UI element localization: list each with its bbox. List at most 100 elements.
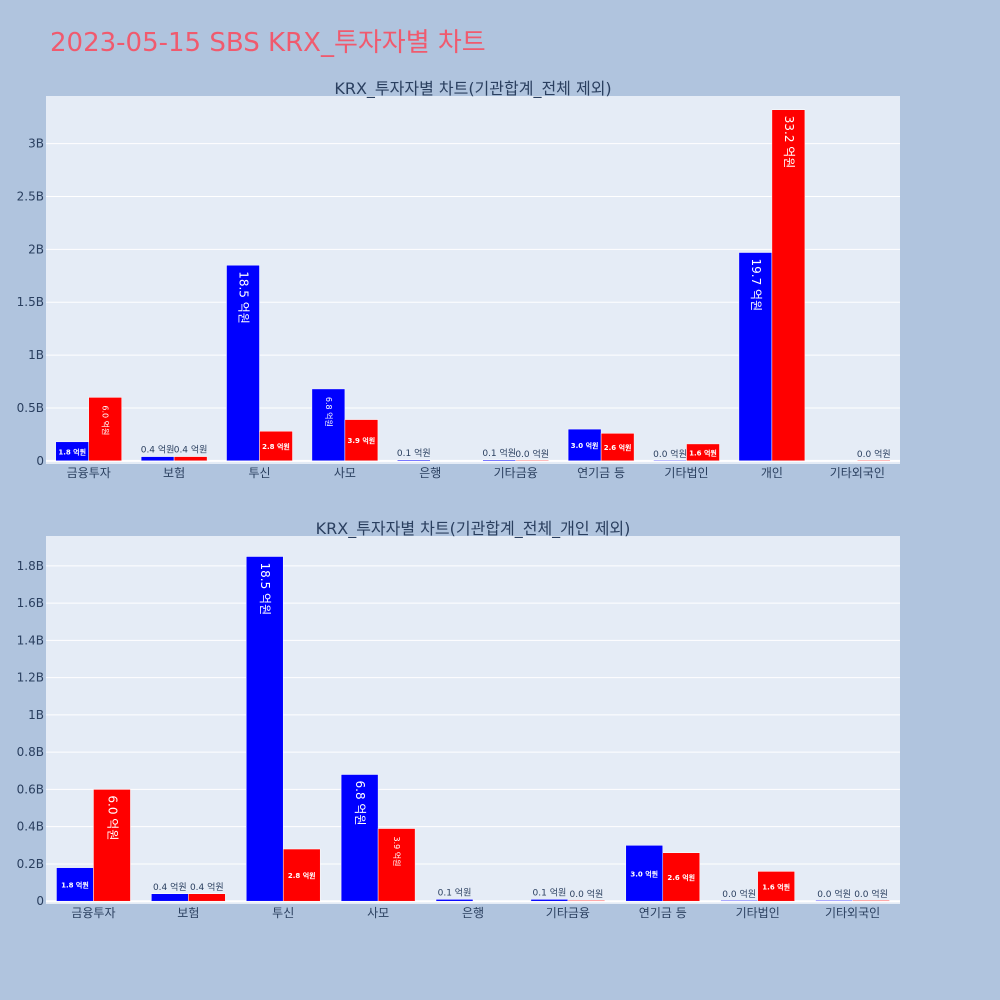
bar xyxy=(662,852,701,902)
bar xyxy=(435,899,474,902)
data-label: 0.0 억원 xyxy=(817,888,851,900)
page-title: 2023-05-15 SBS KRX_투자자별 차트 xyxy=(50,28,486,58)
y-tick-label: 1.8B xyxy=(17,559,44,573)
x-tick-label: 기타금융 xyxy=(494,466,538,480)
y-tick-label: 2.5B xyxy=(17,189,44,203)
data-label: 0.0 억원 xyxy=(653,448,687,460)
data-label: 0.0 억원 xyxy=(570,888,604,900)
chart-title: KRX_투자자별 차트(기관합계_전체_개인 제외) xyxy=(316,519,631,539)
bar xyxy=(188,893,226,902)
bar xyxy=(530,899,569,902)
data-label: 0.4 억원 xyxy=(190,881,224,893)
bar xyxy=(686,443,720,462)
x-tick-label: 사모 xyxy=(334,466,356,480)
x-tick-label: 은행 xyxy=(462,905,484,920)
y-tick-label: 0.5B xyxy=(17,401,44,415)
data-label: 1.8 억원 xyxy=(58,447,86,456)
data-label: 18.5 억원 xyxy=(237,271,251,324)
bar xyxy=(340,774,379,902)
y-tick-label: 2B xyxy=(28,242,44,256)
data-label: 2.6 억원 xyxy=(604,443,632,452)
bar xyxy=(852,900,890,902)
bar xyxy=(738,252,773,462)
bar xyxy=(757,871,795,902)
data-label: 1.8 억원 xyxy=(61,880,89,889)
bar xyxy=(771,109,806,462)
data-label: 1.6 억원 xyxy=(762,882,790,891)
y-tick-label: 1.2B xyxy=(17,671,44,685)
bar xyxy=(815,900,853,902)
plot-area xyxy=(46,536,900,904)
y-tick-label: 1B xyxy=(28,348,44,362)
data-label: 6.8 억원 xyxy=(324,397,334,427)
data-label: 0.1 억원 xyxy=(438,886,472,898)
y-tick-label: 1.4B xyxy=(17,633,44,647)
y-tick-label: 0.6B xyxy=(17,782,44,796)
data-label: 3.9 억원 xyxy=(392,837,402,867)
x-tick-label: 보험 xyxy=(163,466,185,480)
x-tick-label: 투신 xyxy=(248,466,270,480)
x-tick-label: 금융투자 xyxy=(67,466,111,480)
x-tick-label: 금융투자 xyxy=(71,906,115,920)
bar xyxy=(259,430,293,462)
chart-top: KRX_투자자별 차트(기관합계_전체 제외) 0 0.5B 1B 1.5B 2B 2.5B… xyxy=(17,79,900,480)
bar xyxy=(226,264,260,462)
bar xyxy=(140,456,175,462)
bar xyxy=(344,419,379,462)
data-label: 3.0 억원 xyxy=(630,869,658,878)
data-label: 0.4 억원 xyxy=(153,881,187,893)
data-label: 2.8 억원 xyxy=(262,442,290,451)
bar xyxy=(567,428,602,462)
y-tick-label: 0 xyxy=(36,454,44,468)
data-label: 0.4 억원 xyxy=(141,444,175,456)
x-tick-label: 은행 xyxy=(419,465,441,480)
data-label: 0.1 억원 xyxy=(397,447,431,459)
data-label: 33.2 억원 xyxy=(782,116,796,169)
x-tick-label: 보험 xyxy=(177,906,199,920)
bar xyxy=(282,848,321,902)
bar xyxy=(377,828,416,902)
y-tick-label: 0.4B xyxy=(17,820,44,834)
data-label: 0.0 억원 xyxy=(857,448,891,460)
data-label: 0.0 억원 xyxy=(854,888,888,900)
x-tick-label: 연기금 등 xyxy=(577,466,625,480)
data-label: 6.8 억원 xyxy=(353,781,367,826)
bar xyxy=(311,388,346,462)
data-label: 18.5 억원 xyxy=(258,562,272,615)
bar xyxy=(567,900,606,902)
x-tick-label: 기타법인 xyxy=(664,466,708,480)
data-label: 0.1 억원 xyxy=(482,447,516,459)
bar xyxy=(88,397,122,462)
y-tick-label: 1.6B xyxy=(17,596,44,610)
bar xyxy=(93,789,131,902)
data-label: 0.0 억원 xyxy=(515,448,549,460)
data-label: 0.0 억원 xyxy=(722,888,756,900)
x-tick-label: 연기금 등 xyxy=(639,906,687,920)
x-tick-label: 기타금융 xyxy=(546,906,590,920)
bar xyxy=(245,556,284,902)
x-tick-label: 기타외국인 xyxy=(825,906,880,920)
data-label: 2.6 억원 xyxy=(667,873,695,882)
data-label: 6.0 억원 xyxy=(101,405,111,435)
data-label: 3.0 억원 xyxy=(571,441,599,450)
data-label: 0.4 억원 xyxy=(174,444,208,456)
bar xyxy=(515,459,549,462)
data-label: 2.8 억원 xyxy=(288,871,316,880)
y-tick-label: 0.2B xyxy=(17,857,44,871)
y-tick-label: 0.8B xyxy=(17,745,44,759)
bar xyxy=(56,867,94,902)
bar xyxy=(625,845,664,902)
data-label: 0.1 억원 xyxy=(533,886,567,898)
y-tick-label: 1B xyxy=(28,708,44,722)
data-label: 19.7 억원 xyxy=(749,259,763,312)
chart-bottom: KRX_투자자별 차트(기관합계_전체_개인 제외) 0 0.2B 0.4B 0.6B 0… xyxy=(17,519,900,920)
x-tick-label: 기타외국인 xyxy=(830,466,885,480)
bar xyxy=(857,459,891,462)
bar xyxy=(397,459,431,462)
data-label: 6.0 억원 xyxy=(105,795,119,840)
x-tick-label: 개인 xyxy=(761,466,783,480)
bar xyxy=(720,900,758,902)
bar xyxy=(173,456,208,462)
y-tick-label: 3B xyxy=(28,137,44,151)
